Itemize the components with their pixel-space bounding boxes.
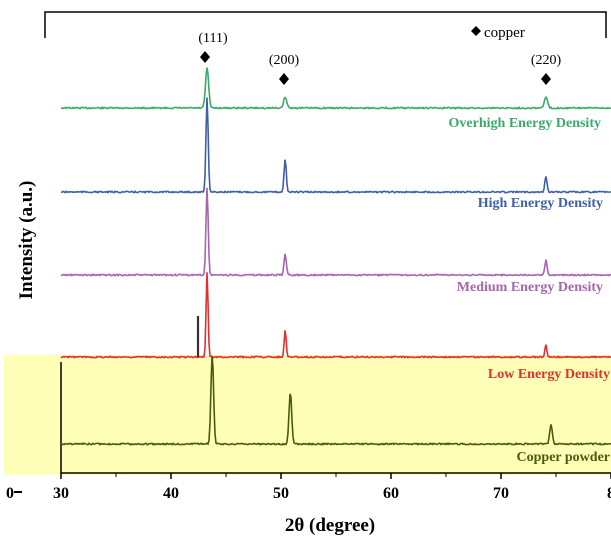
- series-label: Overhigh Energy Density: [449, 116, 601, 131]
- x-ticks: 30 40 50 60 70 8: [53, 473, 611, 502]
- series-line: [61, 68, 611, 109]
- series-label: Medium Energy Density: [457, 280, 603, 295]
- x-tick-label: 70: [493, 485, 509, 502]
- x-tick-label: 8: [607, 485, 611, 502]
- legend-diamond-icon: [471, 26, 481, 36]
- peak-diamond-icon: [541, 73, 551, 85]
- x-tick-label: 60: [383, 485, 399, 502]
- x-tick-label: 30: [53, 485, 69, 502]
- legend-label: copper: [484, 25, 525, 41]
- x-axis-label: 2θ (degree): [285, 515, 375, 536]
- y-axis-label: Intensity (a.u.): [16, 181, 37, 300]
- peak-label: (111): [198, 31, 228, 46]
- series-line: [61, 97, 611, 192]
- peak-diamond-icon: [279, 73, 289, 85]
- series-label: High Energy Density: [478, 196, 603, 211]
- legend: copper: [471, 25, 525, 41]
- peak-label: (220): [531, 53, 562, 68]
- series-label: Low Energy Density: [488, 367, 610, 382]
- left-edge-label: 0: [6, 485, 14, 502]
- x-tick-label: 50: [273, 485, 289, 502]
- x-tick-label: 40: [163, 485, 179, 502]
- series-label: Copper powder: [517, 450, 610, 465]
- peak-label: (200): [269, 53, 300, 68]
- peak-diamond-icon: [200, 51, 210, 63]
